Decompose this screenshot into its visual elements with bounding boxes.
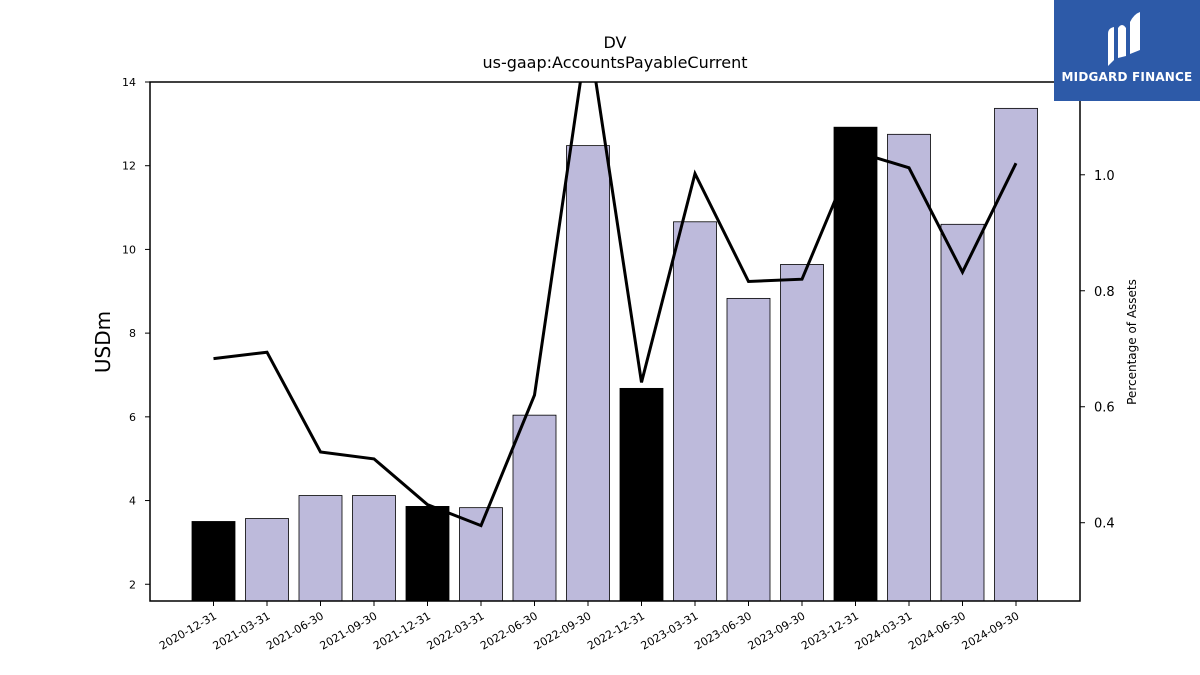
- x-tick-label: 2023-06-30: [692, 609, 754, 652]
- bar-2022-06-30: [512, 414, 557, 602]
- x-tick-label: 2023-12-31: [799, 609, 861, 652]
- brand-logo: MIDGARD FINANCE: [1054, 0, 1200, 101]
- bar-2024-09-30: [994, 107, 1038, 602]
- y-tick-label: 14: [122, 76, 136, 89]
- y-tick-label: 10: [122, 243, 136, 256]
- x-tick-label: 2022-03-31: [425, 609, 487, 652]
- bar-2023-06-30: [726, 297, 771, 602]
- logo-text: MIDGARD FINANCE: [1061, 70, 1193, 84]
- x-tick-label: 2021-09-30: [318, 609, 380, 652]
- y-tick-label: 2: [129, 578, 136, 591]
- x-tick-label: 2024-06-30: [906, 609, 968, 652]
- y2-tick-label: 0.8: [1094, 285, 1115, 300]
- bar-2021-06-30: [298, 495, 343, 602]
- x-tick-label: 2022-09-30: [532, 609, 594, 652]
- percentage-line: [213, 82, 1018, 528]
- y2-axis-label: Percentage of Assets: [1125, 279, 1139, 405]
- chart-subtitle: us-gaap:AccountsPayableCurrent: [482, 53, 747, 72]
- bar-2024-06-30: [940, 223, 985, 602]
- bar-2022-09-30: [566, 145, 610, 602]
- x-tick-label: 2021-12-31: [371, 609, 433, 652]
- x-tick-label: 2020-12-31: [157, 609, 219, 652]
- plot-frame: [149, 81, 1081, 602]
- y-tick-label: 12: [122, 160, 136, 173]
- x-tick-label: 2023-09-30: [746, 609, 808, 652]
- bar-2023-09-30: [780, 264, 824, 602]
- bar-2024-03-31: [887, 133, 931, 602]
- y2-tick-label: 0.4: [1094, 517, 1115, 532]
- chart-title: DV: [604, 33, 627, 52]
- y-tick-label: 6: [129, 411, 136, 424]
- x-tick-label: 2021-06-30: [264, 609, 326, 652]
- x-tick-label: 2023-03-31: [639, 609, 701, 652]
- y-tick-label: 4: [129, 495, 136, 508]
- bar-2022-12-31: [619, 387, 664, 602]
- x-tick-label: 2021-03-31: [211, 609, 273, 652]
- x-tick-label: 2022-06-30: [478, 609, 540, 652]
- y2-axis: 0.4 0.6 0.8 1.0: [1080, 169, 1115, 532]
- x-axis: 2020-12-312021-03-312021-06-302021-09-30…: [157, 601, 1022, 653]
- bar-2021-03-31: [245, 518, 289, 602]
- midgard-logo-icon: [1108, 12, 1140, 66]
- bar-2020-12-31: [191, 521, 236, 602]
- x-tick-label: 2022-12-31: [585, 609, 647, 652]
- x-tick-label: 2024-09-30: [960, 609, 1022, 652]
- line-group: [213, 82, 1018, 528]
- y-tick-label: 8: [129, 327, 136, 340]
- y-axis: 2 4 6 8 10 12 14: [122, 76, 150, 591]
- y2-tick-label: 1.0: [1094, 169, 1115, 184]
- y2-tick-label: 0.6: [1094, 401, 1115, 416]
- bar-2021-12-31: [405, 506, 450, 602]
- y-axis-label: USDm: [91, 311, 115, 373]
- bar-2023-12-31: [833, 126, 878, 602]
- bars-group: [191, 107, 1038, 602]
- bar-2023-03-31: [673, 221, 717, 602]
- bar-2021-09-30: [352, 495, 396, 602]
- x-tick-label: 2024-03-31: [853, 609, 915, 652]
